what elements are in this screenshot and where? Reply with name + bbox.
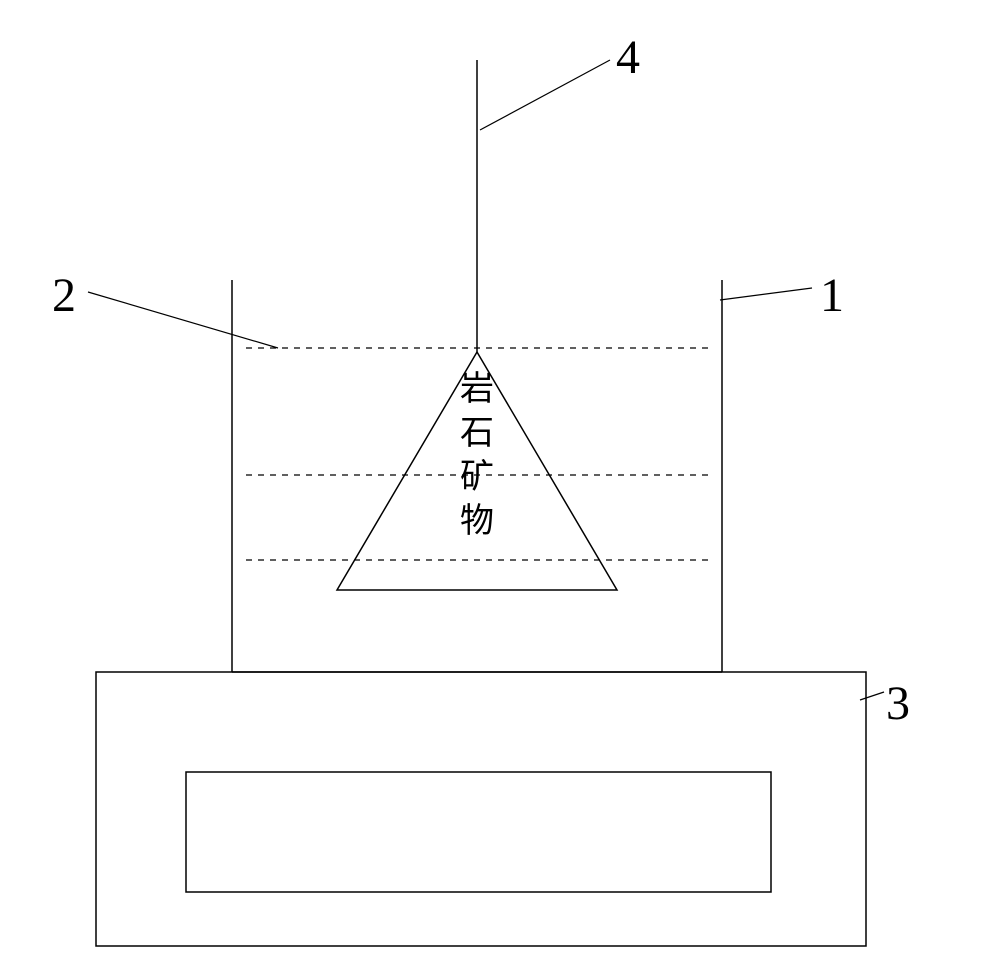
scale-outer-rect bbox=[96, 672, 866, 946]
diagram-canvas: 岩 石 矿 物 1 2 3 4 bbox=[0, 0, 1000, 976]
scale-inner-rect bbox=[186, 772, 771, 892]
leader-2 bbox=[88, 292, 278, 348]
leader-1 bbox=[720, 288, 812, 300]
leader-4 bbox=[480, 60, 610, 130]
label-1: 1 bbox=[820, 268, 844, 323]
center-text-3: 物 bbox=[460, 502, 494, 540]
label-3: 3 bbox=[886, 676, 910, 731]
label-4: 4 bbox=[616, 30, 640, 85]
center-text-2: 矿 bbox=[460, 458, 494, 496]
label-2: 2 bbox=[52, 268, 76, 323]
center-text-0: 岩 bbox=[460, 370, 494, 408]
diagram-svg: 岩 石 矿 物 bbox=[0, 0, 1000, 976]
leader-3 bbox=[860, 692, 884, 700]
center-text-1: 石 bbox=[460, 415, 494, 452]
